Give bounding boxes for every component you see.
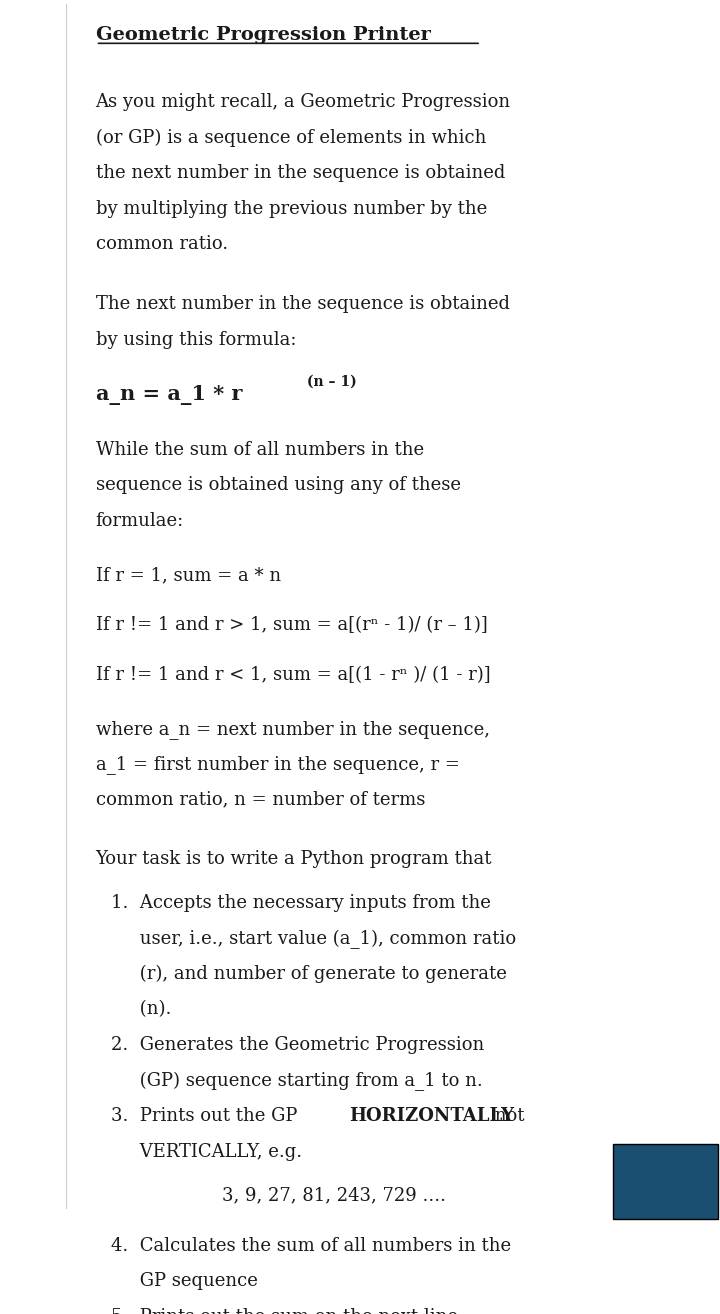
Text: If r != 1 and r > 1, sum = a[(rⁿ - 1)/ (r – 1)]: If r != 1 and r > 1, sum = a[(rⁿ - 1)/ (… (96, 616, 487, 635)
Text: (or GP) is a sequence of elements in which: (or GP) is a sequence of elements in whi… (96, 129, 486, 147)
Text: where a_n = next number in the sequence,: where a_n = next number in the sequence, (96, 720, 490, 738)
Text: user, i.e., start value (a_1), common ratio: user, i.e., start value (a_1), common ra… (111, 929, 516, 949)
Text: the next number in the sequence is obtained: the next number in the sequence is obtai… (96, 164, 505, 183)
Text: As you might recall, a Geometric Progression: As you might recall, a Geometric Progres… (96, 93, 510, 112)
Text: VERTICALLY, e.g.: VERTICALLY, e.g. (111, 1143, 302, 1160)
Text: HORIZONTALLY: HORIZONTALLY (348, 1108, 514, 1125)
Text: a_n = a_1 * r: a_n = a_1 * r (96, 385, 242, 406)
Text: Your task is to write a Python program that: Your task is to write a Python program t… (96, 850, 492, 869)
Text: 4.  Calculates the sum of all numbers in the: 4. Calculates the sum of all numbers in … (111, 1236, 511, 1255)
Text: (r), and number of generate to generate: (r), and number of generate to generate (111, 964, 507, 983)
Text: Geometric Progression Printer: Geometric Progression Printer (96, 26, 431, 43)
Text: The next number in the sequence is obtained: The next number in the sequence is obtai… (96, 296, 510, 313)
Text: (GP) sequence starting from a_1 to n.: (GP) sequence starting from a_1 to n. (111, 1071, 483, 1091)
Text: If r = 1, sum = a * n: If r = 1, sum = a * n (96, 566, 281, 585)
Text: While the sum of all numbers in the: While the sum of all numbers in the (96, 442, 424, 459)
Text: 3.  Prints out the GP: 3. Prints out the GP (111, 1108, 303, 1125)
Text: GP sequence: GP sequence (111, 1272, 258, 1290)
Text: by using this formula:: by using this formula: (96, 331, 296, 348)
Text: sequence is obtained using any of these: sequence is obtained using any of these (96, 477, 461, 494)
Text: not: not (490, 1108, 525, 1125)
Text: (n – 1): (n – 1) (307, 374, 356, 389)
Text: 1.  Accepts the necessary inputs from the: 1. Accepts the necessary inputs from the (111, 894, 491, 912)
Text: 3, 9, 27, 81, 243, 729 ....: 3, 9, 27, 81, 243, 729 .... (222, 1187, 446, 1204)
Text: by multiplying the previous number by the: by multiplying the previous number by th… (96, 200, 487, 218)
Text: common ratio.: common ratio. (96, 235, 228, 254)
Text: a_1 = first number in the sequence, r =: a_1 = first number in the sequence, r = (96, 756, 459, 774)
Text: common ratio, n = number of terms: common ratio, n = number of terms (96, 791, 425, 809)
Text: formulae:: formulae: (96, 512, 184, 530)
Text: (n).: (n). (111, 1000, 171, 1018)
Text: 5.  Prints out the sum on the next line.: 5. Prints out the sum on the next line. (111, 1307, 464, 1314)
Text: 2.  Generates the Geometric Progression: 2. Generates the Geometric Progression (111, 1035, 485, 1054)
Text: If r != 1 and r < 1, sum = a[(1 - rⁿ )/ (1 - r)]: If r != 1 and r < 1, sum = a[(1 - rⁿ )/ … (96, 666, 490, 683)
FancyBboxPatch shape (613, 1143, 718, 1218)
